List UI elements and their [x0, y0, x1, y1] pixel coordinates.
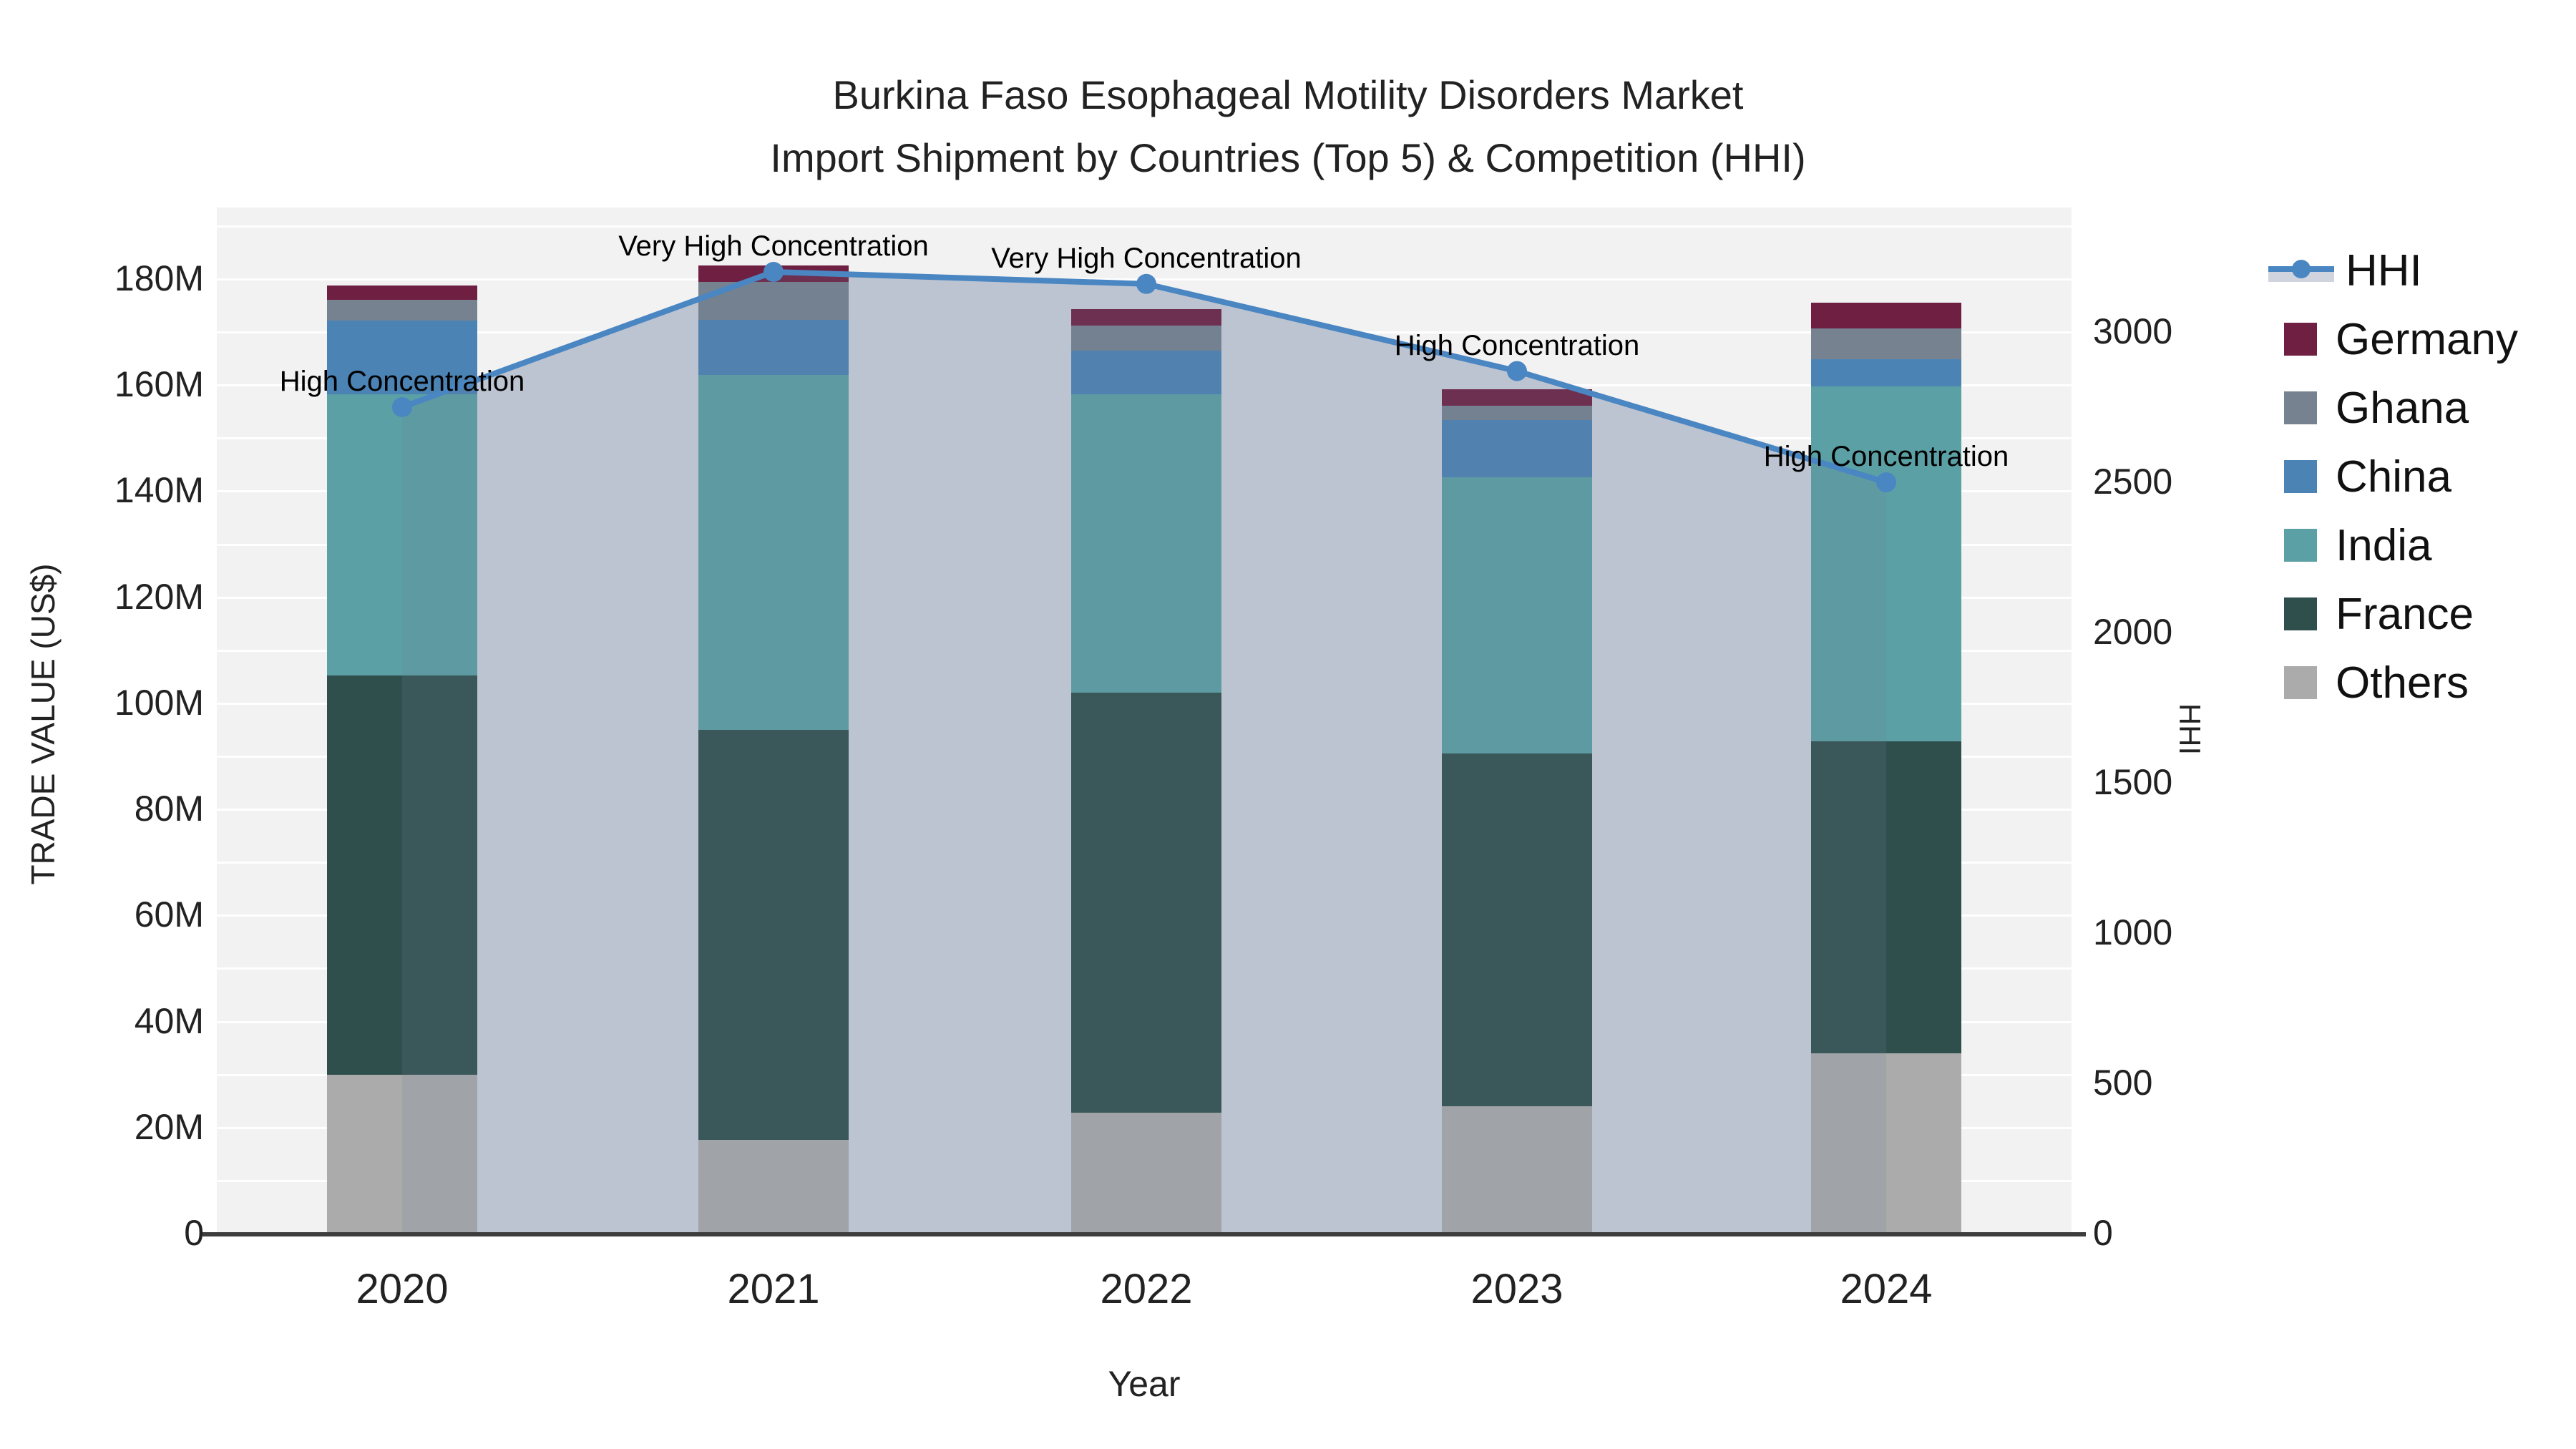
legend-label: HHI	[2346, 245, 2422, 296]
bar-segment-india-2020[interactable]	[327, 394, 477, 675]
y-left-tick: 180M	[114, 258, 204, 299]
legend-swatch-ghana	[2284, 391, 2317, 424]
y-left-tick: 20M	[134, 1106, 204, 1147]
bar-segment-others-2023[interactable]	[1442, 1106, 1592, 1234]
y-right-axis-title: HHI	[2173, 703, 2207, 756]
legend-swatch-france	[2284, 597, 2317, 630]
y-left-tick: 80M	[134, 789, 204, 829]
bar-segment-ghana-2021[interactable]	[698, 281, 849, 321]
y-left-tick: 40M	[134, 1000, 204, 1041]
y-right-tick: 1500	[2093, 762, 2173, 802]
bar-segment-germany-2020[interactable]	[327, 285, 477, 300]
y-right-tick: 500	[2093, 1063, 2153, 1103]
bar-segment-india-2022[interactable]	[1071, 394, 1221, 693]
bar-segment-france-2023[interactable]	[1442, 753, 1592, 1107]
annotation-2024: High Concentration	[1763, 441, 2009, 472]
hhi-line-legend-icon	[2268, 256, 2334, 285]
bar-segment-others-2022[interactable]	[1071, 1113, 1221, 1234]
legend-label: Ghana	[2336, 383, 2469, 433]
y-right-tick: 0	[2093, 1213, 2113, 1253]
legend-item-china[interactable]: China	[2268, 442, 2518, 511]
y-right-tick: 2000	[2093, 612, 2173, 652]
legend-item-others[interactable]: Others	[2268, 648, 2518, 717]
bar-segment-china-2021[interactable]	[698, 320, 849, 376]
annotation-2021: Very High Concentration	[618, 230, 929, 262]
legend-swatch-india	[2284, 529, 2317, 562]
bar-segment-india-2021[interactable]	[698, 375, 849, 730]
bar-segment-france-2024[interactable]	[1811, 741, 1961, 1054]
bar-segment-ghana-2020[interactable]	[327, 299, 477, 321]
bar-segment-france-2021[interactable]	[698, 730, 849, 1140]
annotation-2023: High Concentration	[1394, 329, 1640, 361]
y-left-tick: 0	[184, 1213, 204, 1253]
annotation-2020: High Concentration	[279, 366, 525, 397]
y-left-tick: 140M	[114, 470, 204, 511]
legend-item-ghana[interactable]: Ghana	[2268, 374, 2518, 442]
gridline	[217, 225, 2072, 228]
legend-swatch-china	[2284, 460, 2317, 493]
x-axis-line	[203, 1232, 2086, 1236]
bar-segment-france-2020[interactable]	[327, 675, 477, 1075]
legend: HHI Germany Ghana China India France Others	[2268, 236, 2518, 717]
bar-segment-germany-2021[interactable]	[698, 265, 849, 282]
bar-segment-france-2022[interactable]	[1071, 693, 1221, 1113]
y-left-tick: 120M	[114, 576, 204, 617]
bar-segment-ghana-2022[interactable]	[1071, 326, 1221, 351]
legend-label: France	[2336, 589, 2474, 639]
bar-segment-germany-2024[interactable]	[1811, 302, 1961, 328]
y-right-tick: 3000	[2093, 311, 2173, 351]
y-left-axis-title: TRADE VALUE (US$)	[24, 563, 62, 885]
legend-label: Germany	[2336, 314, 2518, 364]
legend-label: India	[2336, 520, 2432, 570]
legend-swatch-others	[2284, 666, 2317, 699]
bar-segment-ghana-2024[interactable]	[1811, 328, 1961, 359]
bar-segment-germany-2023[interactable]	[1442, 389, 1592, 406]
x-tick-2022: 2022	[1100, 1266, 1193, 1312]
bar-segment-china-2022[interactable]	[1071, 351, 1221, 394]
y-left-tick: 160M	[114, 364, 204, 405]
chart-title-line1: Burkina Faso Esophageal Motility Disorde…	[832, 72, 1744, 117]
chart-title-line2: Import Shipment by Countries (Top 5) & C…	[770, 135, 1806, 180]
annotation-2022: Very High Concentration	[991, 242, 1302, 274]
y-left-tick: 100M	[114, 682, 204, 723]
legend-item-france[interactable]: France	[2268, 580, 2518, 648]
legend-label: China	[2336, 452, 2451, 502]
gridline	[217, 278, 2072, 281]
legend-item-germany[interactable]: Germany	[2268, 305, 2518, 374]
bar-segment-others-2020[interactable]	[327, 1074, 477, 1234]
bar-segment-india-2023[interactable]	[1442, 477, 1592, 754]
x-tick-2021: 2021	[727, 1266, 820, 1312]
bar-segment-ghana-2023[interactable]	[1442, 406, 1592, 421]
bar-segment-others-2024[interactable]	[1811, 1053, 1961, 1234]
bar-segment-china-2024[interactable]	[1811, 358, 1961, 386]
x-tick-2023: 2023	[1470, 1266, 1563, 1312]
legend-item-hhi[interactable]: HHI	[2268, 236, 2518, 305]
y-left-tick: 60M	[134, 894, 204, 935]
bar-segment-india-2024[interactable]	[1811, 386, 1961, 742]
x-tick-2020: 2020	[356, 1266, 449, 1312]
bar-segment-china-2023[interactable]	[1442, 420, 1592, 478]
x-axis-title: Year	[1108, 1364, 1181, 1404]
legend-item-india[interactable]: India	[2268, 511, 2518, 580]
legend-swatch-germany	[2284, 323, 2317, 356]
x-tick-2024: 2024	[1840, 1266, 1933, 1312]
y-right-tick: 2500	[2093, 462, 2173, 502]
y-right-tick: 1000	[2093, 912, 2173, 952]
legend-label: Others	[2336, 658, 2469, 708]
bar-segment-others-2021[interactable]	[698, 1139, 849, 1234]
bar-segment-germany-2022[interactable]	[1071, 308, 1221, 326]
